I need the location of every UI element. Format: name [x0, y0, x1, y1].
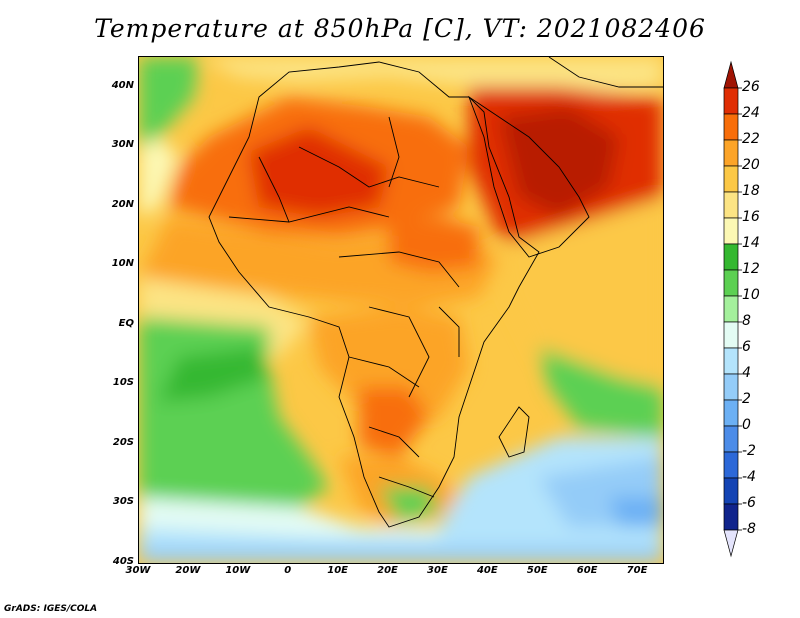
colorbar-swatch — [723, 347, 739, 375]
colorbar-swatch — [723, 295, 739, 323]
colorbar-swatch — [723, 139, 739, 167]
lon-tick-label: 20W — [175, 565, 201, 576]
lon-tick-label: 10W — [225, 565, 251, 576]
colorbar-swatch — [723, 425, 739, 453]
colorbar-swatch — [723, 321, 739, 349]
lon-tick-label: 20E — [377, 565, 398, 576]
colorbar-level-label: 22 — [742, 131, 760, 147]
colorbar-level-label: -8 — [742, 521, 756, 537]
lat-tick-label: 10S — [112, 377, 134, 389]
colorbar-level-label: -6 — [742, 495, 756, 511]
colorbar-level-label: 8 — [742, 313, 751, 329]
colorbar-swatch — [723, 243, 739, 271]
colorbar-swatch — [723, 477, 739, 505]
colorbar-swatch — [723, 165, 739, 193]
colorbar-swatch — [723, 60, 739, 89]
colorbar-swatch — [723, 503, 739, 531]
lat-tick-label: 30N — [111, 139, 134, 151]
colorbar-level-label: 26 — [742, 79, 760, 95]
lon-tick-label: 30E — [427, 565, 448, 576]
colorbar-level-label: 18 — [742, 183, 760, 199]
colorbar-swatch — [723, 373, 739, 401]
credit-text: GrADS: IGES/COLA — [4, 604, 98, 614]
map-title: Temperature at 850hPa [C], VT: 202108240… — [94, 14, 706, 43]
lat-tick-label: 20S — [112, 436, 134, 448]
colorbar-level-label: 6 — [742, 339, 751, 355]
lon-tick-label: 70E — [626, 565, 648, 576]
colorbar-level-label: 16 — [742, 209, 760, 225]
colorbar-level-label: 2 — [742, 391, 751, 407]
lon-tick-label: 0 — [284, 565, 292, 576]
country-borders — [208, 57, 663, 528]
lat-tick-label: 20N — [111, 198, 134, 210]
colorbar-swatch — [723, 217, 739, 245]
colorbar-level-label: 4 — [742, 365, 751, 381]
colorbar-level-label: -2 — [742, 443, 756, 459]
colorbar-swatch — [723, 113, 739, 141]
colorbar-swatch — [723, 191, 739, 219]
lon-tick-label: 40E — [476, 565, 498, 576]
colorbar-level-label: 20 — [742, 157, 760, 173]
lat-tick-label: 30S — [112, 496, 134, 508]
colorbar-level-label: 10 — [742, 287, 760, 303]
lat-tick-label: 10N — [111, 258, 134, 270]
colorbar-swatch — [723, 87, 739, 115]
lon-tick-label: 30W — [125, 565, 151, 576]
colorbar-level-label: 24 — [742, 105, 760, 121]
map-canvas — [139, 57, 663, 563]
colorbar-swatch — [723, 451, 739, 479]
lon-tick-label: 50E — [526, 565, 548, 576]
lon-tick-label: 60E — [576, 565, 598, 576]
temperature-field — [139, 57, 663, 563]
colorbar-swatch — [723, 269, 739, 297]
colorbar-level-label: 0 — [742, 417, 751, 433]
colorbar-swatch — [723, 529, 739, 558]
colorbar-level-label: -4 — [742, 469, 756, 485]
lat-tick-label: 40S — [112, 556, 134, 567]
colorbar-level-label: 14 — [742, 235, 760, 251]
temperature-map — [138, 56, 664, 564]
lon-tick-label: 10E — [327, 565, 348, 576]
lat-tick-label: 40N — [111, 79, 134, 91]
colorbar-level-label: 12 — [742, 261, 760, 277]
colorbar-swatch — [723, 399, 739, 427]
lat-tick-label: EQ — [118, 317, 134, 329]
